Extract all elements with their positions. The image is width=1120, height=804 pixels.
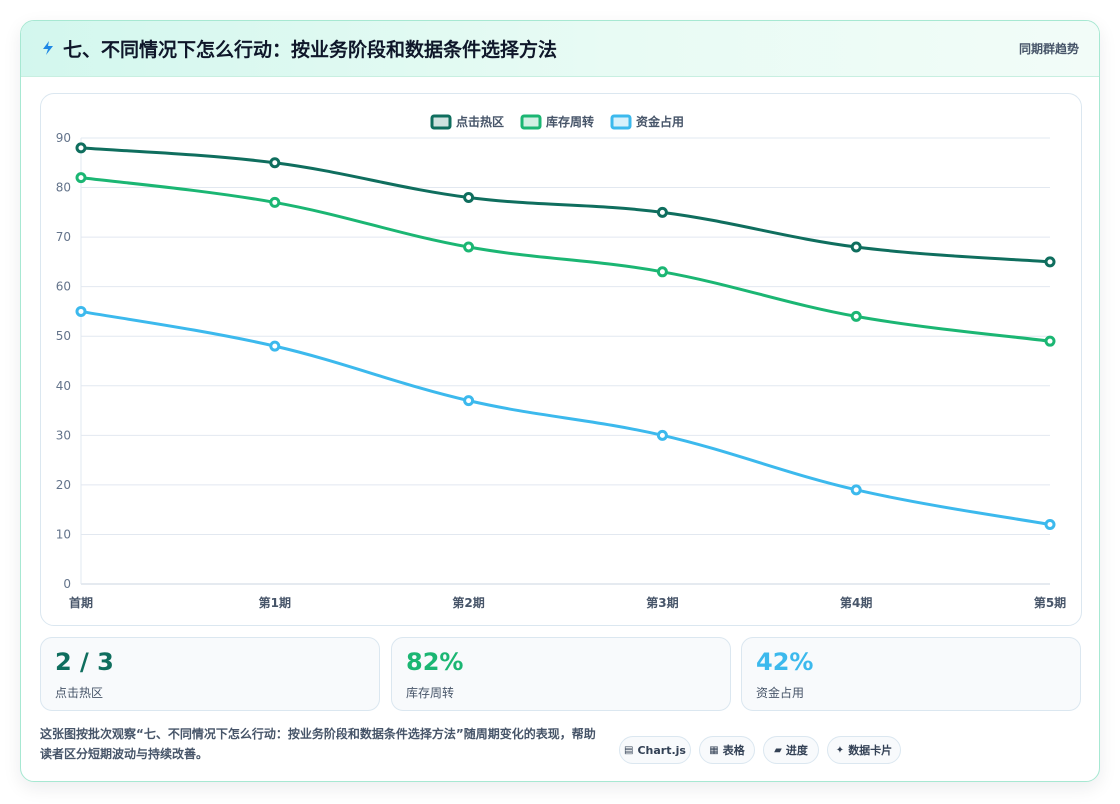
stat-value: 82% [406,648,464,676]
data-point [463,395,475,407]
y-tick-label: 20 [56,478,71,492]
data-point [850,241,862,253]
table-pill[interactable]: ▦ 表格 [699,736,755,764]
chart-panel: 0 10 20 30 40 50 60 70 80 90 首期 第1期 第2期 第3期 第4期 第5期 点击热区… [40,93,1082,626]
y-tick-label: 80 [56,181,71,195]
page-title: 七、不同情况下怎么行动：按业务阶段和数据条件选择方法 [63,39,558,61]
data-point [75,142,87,154]
data-point [75,172,87,184]
progress-icon: ▰ [774,744,782,756]
series-line-2 [79,176,1052,343]
lightning-icon [43,41,53,55]
data-point [269,340,281,352]
series-line-1 [79,146,1052,264]
table-icon: ▦ [709,744,719,756]
pill-label: 表格 [722,744,745,757]
series-line-3 [79,309,1052,527]
data-point [269,157,281,169]
card-header: 七、不同情况下怎么行动：按业务阶段和数据条件选择方法 同期群趋势 [21,21,1099,77]
y-tick-label: 90 [56,131,71,145]
stat-card-3: 42% 资金占用 [741,637,1081,711]
stat-value: 42% [756,648,814,676]
stat-value: 2 / 3 [55,648,114,676]
legend-label: 资金占用 [636,114,684,129]
chartjs-pill[interactable]: ▤ Chart.js [619,736,691,764]
data-point [850,310,862,322]
data-point [656,206,668,218]
pill-label: Chart.js [637,743,686,757]
y-tick-label: 0 [63,577,71,591]
data-point [463,191,475,203]
stat-card-2: 82% 库存周转 [391,637,731,711]
x-tick-label: 首期 [69,595,93,610]
stat-label: 点击热区 [55,686,104,700]
data-point [1044,256,1056,268]
pill-label: 数据卡片 [848,744,893,757]
progress-pill[interactable]: ▰ 进度 [763,736,819,764]
stat-label: 库存周转 [406,686,455,700]
y-tick-label: 50 [56,329,71,343]
data-point [463,241,475,253]
data-card-pill[interactable]: ✦ 数据卡片 [827,736,901,764]
stat-label: 资金占用 [756,686,805,700]
legend-swatch [430,114,452,130]
chart-icon: ▤ [624,744,634,756]
line-chart: 0 10 20 30 40 50 60 70 80 90 首期 第1期 第2期 第3期 第4期 第5期 点击热区… [56,114,1066,610]
legend-swatch [610,114,632,130]
y-tick-label: 60 [56,280,71,294]
data-point [656,266,668,278]
x-tick-label: 第1期 [259,595,291,610]
data-point [656,429,668,441]
data-point [269,196,281,208]
chart-caption: 这张图按批次观察“七、不同情况下怎么行动：按业务阶段和数据条件选择方法”随周期变… [40,727,596,761]
data-point [1044,335,1056,347]
x-tick-label: 第4期 [840,595,872,610]
pill-label: 进度 [785,744,808,757]
y-tick-label: 70 [56,230,71,244]
chart-mode-label: 同期群趋势 [1018,42,1079,56]
data-point [1044,519,1056,531]
chart-card: 七、不同情况下怎么行动：按业务阶段和数据条件选择方法 同期群趋势 0 10 20 30… [20,20,1100,782]
legend-label: 点击热区 [456,114,504,129]
sparkle-icon: ✦ [835,744,845,756]
y-tick-label: 10 [56,527,71,541]
stat-card-1: 2 / 3 点击热区 [40,637,380,711]
legend-label: 库存周转 [546,114,594,129]
data-point [850,484,862,496]
x-tick-label: 第5期 [1034,595,1066,610]
y-tick-label: 30 [56,428,71,442]
legend-swatch [520,114,542,130]
x-tick-label: 第2期 [452,595,484,610]
y-tick-label: 40 [56,379,71,393]
data-point [75,305,87,317]
x-tick-label: 第3期 [646,595,678,610]
